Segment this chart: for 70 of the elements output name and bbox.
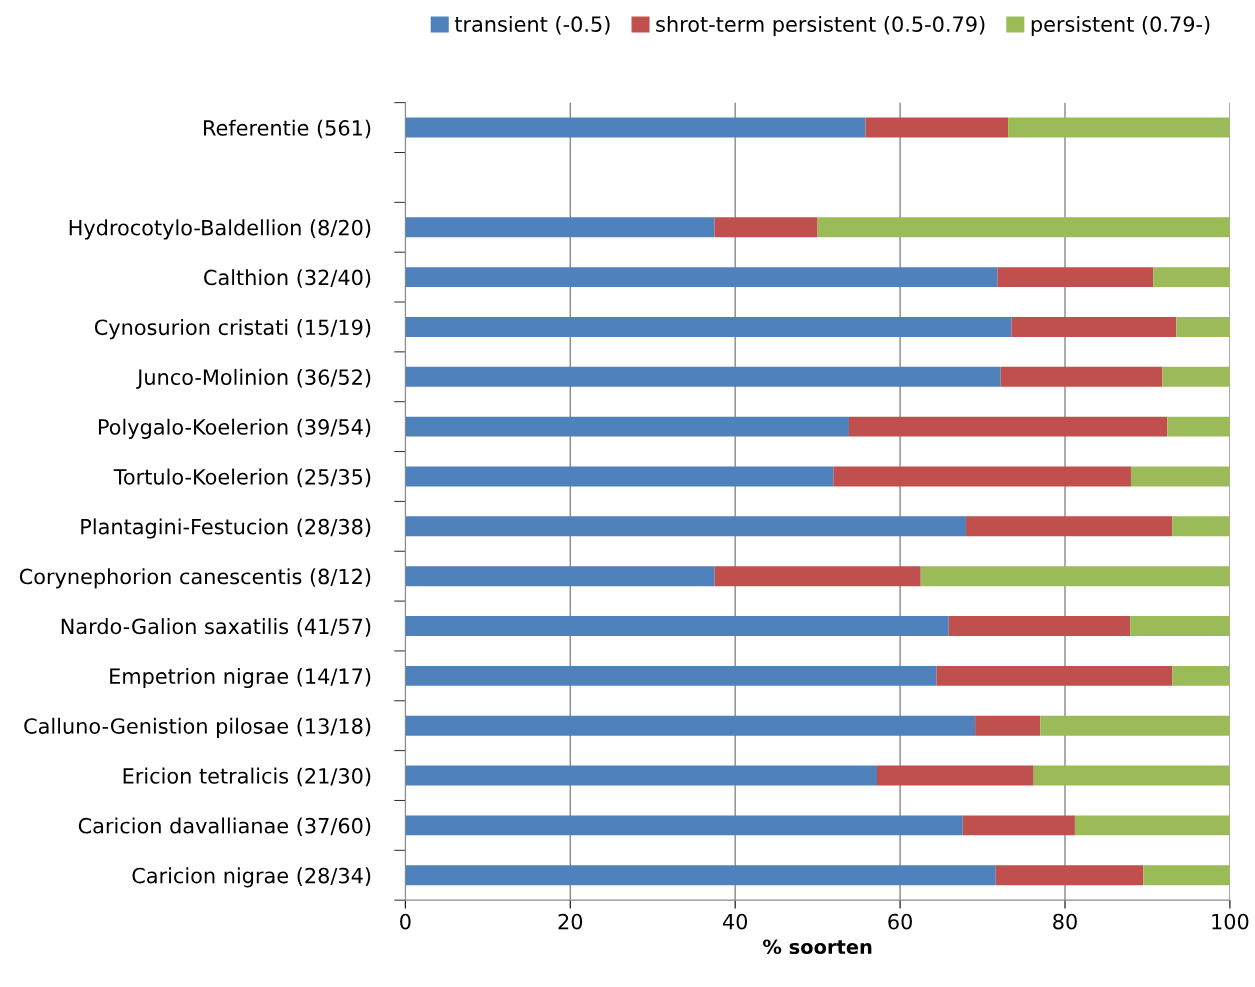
- bar: [1074, 815, 1230, 836]
- y-tick-label: Ericion tetralicis (21/30): [123, 767, 371, 787]
- y-tick-label: Caricion nigrae (28/34): [132, 867, 371, 888]
- y-tick-label: Cynosurion cristati (15/19): [94, 319, 371, 340]
- bar: [714, 566, 921, 587]
- bar: [405, 665, 937, 686]
- bar: [995, 865, 1144, 886]
- bar: [936, 665, 1173, 686]
- bar: [1000, 366, 1163, 387]
- bar: [975, 715, 1041, 736]
- bar: [405, 765, 877, 786]
- bar: [405, 466, 834, 487]
- y-tick-label: Plantagini-Festucion (28/38): [81, 518, 371, 539]
- x-tick-label: 60: [888, 913, 912, 930]
- bar: [865, 117, 1009, 138]
- y-tick-label: Referentie (561): [204, 119, 371, 139]
- y-tick-label: Tortulo-Koelerion (25/35): [113, 468, 371, 488]
- bar: [405, 117, 866, 138]
- bar: [966, 516, 1173, 537]
- bar: [948, 616, 1131, 636]
- bar: [1040, 715, 1230, 736]
- x-tick-label: 40: [722, 913, 748, 930]
- y-tick-label: Calthion (32/40): [204, 269, 371, 288]
- y-tick-label: Corynephorion canescentis (8/12): [19, 568, 371, 589]
- bar: [405, 566, 715, 587]
- bar: [405, 865, 996, 886]
- bar: [405, 516, 967, 537]
- bar: [405, 267, 998, 288]
- x-tick-label: 100: [1212, 913, 1249, 930]
- bar: [848, 416, 1168, 437]
- y-tick-label: Calluno-Genistion pilosae (13/18): [24, 717, 371, 738]
- bar: [1162, 366, 1230, 387]
- bar: [714, 217, 818, 238]
- bar: [405, 815, 963, 836]
- x-tick-label: 0: [400, 913, 411, 930]
- bar: [920, 566, 1230, 587]
- x-tick-label: 80: [1053, 913, 1077, 930]
- bar: [817, 217, 1230, 238]
- bar: [405, 366, 1001, 387]
- bar: [1033, 765, 1230, 786]
- x-tick-label: 20: [558, 913, 583, 930]
- bar: [877, 765, 1034, 786]
- y-tick-label: Junco-Molinion (36/52): [136, 368, 371, 389]
- bar: [1172, 665, 1230, 686]
- bar: [962, 815, 1075, 836]
- y-tick-label: Nardo-Galion saxatilis (41/57): [61, 618, 371, 637]
- y-tick-label: Empetrion nigrae (14/17): [110, 667, 371, 689]
- bar: [1176, 316, 1230, 337]
- legend-label: persistent (0.79-): [1031, 15, 1210, 37]
- y-tick-label: Hydrocotylo-Baldellion (8/20): [69, 219, 371, 240]
- bar: [1011, 316, 1177, 337]
- bar: [1130, 616, 1230, 636]
- bar: [405, 316, 1012, 337]
- y-tick-label: Caricion davallianae (37/60): [78, 817, 371, 837]
- x-axis-title: % soorten: [763, 939, 872, 955]
- legend-label: shrot-term persistent (0.5-0.79): [656, 15, 985, 37]
- bar: [1143, 865, 1230, 886]
- bar: [833, 466, 1131, 487]
- y-tick-label: Polygalo-Koelerion (39/54): [98, 418, 371, 439]
- bar: [1167, 416, 1230, 437]
- bar: [405, 616, 949, 636]
- legend-label: transient (-0.5): [454, 15, 610, 35]
- bar: [405, 715, 976, 736]
- bar: [1153, 267, 1230, 288]
- bar: [1172, 516, 1230, 537]
- bar: [405, 416, 849, 437]
- bar: [1130, 466, 1230, 487]
- bar: [997, 267, 1154, 288]
- bar: [405, 217, 715, 238]
- bar: [1008, 117, 1230, 138]
